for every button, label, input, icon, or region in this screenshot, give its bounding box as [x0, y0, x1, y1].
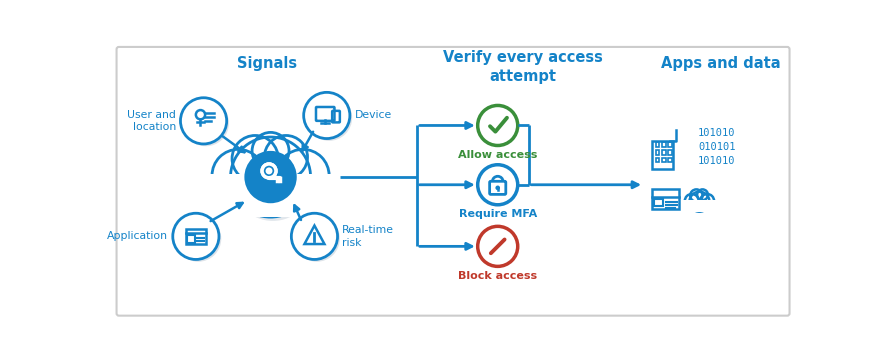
Circle shape: [244, 151, 297, 203]
Circle shape: [690, 192, 710, 212]
Circle shape: [175, 215, 221, 262]
Circle shape: [277, 149, 329, 202]
Circle shape: [183, 100, 229, 146]
Circle shape: [231, 137, 310, 217]
Text: Device: Device: [354, 111, 392, 121]
Circle shape: [212, 149, 264, 202]
Text: Real-time
risk: Real-time risk: [342, 225, 394, 248]
Bar: [668, 150, 672, 155]
Bar: [662, 143, 666, 147]
Circle shape: [232, 135, 278, 182]
Circle shape: [477, 165, 518, 205]
Bar: [682, 200, 716, 212]
Circle shape: [180, 98, 226, 144]
Circle shape: [214, 151, 267, 204]
Circle shape: [265, 167, 272, 174]
Circle shape: [685, 194, 698, 208]
Circle shape: [495, 186, 500, 190]
Text: Allow access: Allow access: [458, 150, 537, 160]
Circle shape: [690, 190, 703, 202]
Bar: [668, 143, 672, 147]
Circle shape: [172, 213, 219, 260]
Bar: [656, 143, 659, 147]
Circle shape: [262, 164, 276, 178]
Circle shape: [293, 215, 339, 262]
Circle shape: [262, 164, 276, 178]
Bar: [202, 175, 339, 217]
Text: Verify every access
attempt: Verify every access attempt: [443, 50, 603, 84]
FancyBboxPatch shape: [117, 47, 789, 316]
Text: Application: Application: [107, 231, 168, 241]
Text: User and
location: User and location: [127, 109, 176, 132]
Circle shape: [700, 194, 714, 208]
Bar: [662, 150, 666, 155]
Circle shape: [304, 92, 350, 139]
Text: Block access: Block access: [458, 271, 537, 281]
Circle shape: [292, 213, 338, 260]
Text: Require MFA: Require MFA: [459, 209, 537, 219]
Text: Apps and data: Apps and data: [661, 56, 781, 71]
Circle shape: [477, 226, 518, 266]
Bar: [202, 174, 339, 217]
Bar: [668, 158, 672, 162]
Text: Signals: Signals: [237, 56, 297, 71]
Circle shape: [697, 190, 708, 200]
Bar: [656, 158, 659, 162]
Circle shape: [252, 132, 289, 169]
Circle shape: [477, 106, 518, 145]
Circle shape: [232, 141, 313, 221]
Circle shape: [306, 95, 352, 141]
Bar: [652, 141, 674, 169]
Bar: [662, 158, 666, 162]
Text: 101010
010101
101010: 101010 010101 101010: [697, 128, 735, 166]
Circle shape: [255, 135, 292, 172]
Circle shape: [234, 138, 280, 184]
Circle shape: [264, 135, 308, 178]
Bar: [682, 201, 716, 212]
Bar: [656, 150, 659, 155]
Circle shape: [267, 138, 309, 181]
Circle shape: [279, 151, 332, 204]
